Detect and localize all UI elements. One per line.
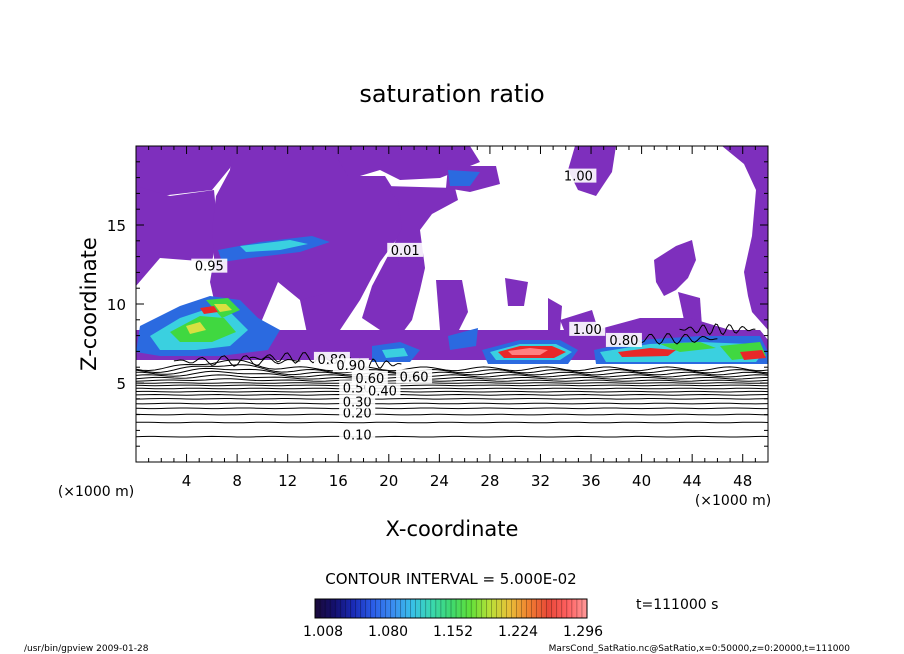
- contour-label: 0.40: [368, 384, 397, 399]
- colorbar-tick-label: 1.296: [563, 624, 603, 640]
- x-tick-label: 32: [531, 472, 550, 490]
- x-axis: 4 8 12 16 20 24 28 32 36 40 44 48: [148, 146, 756, 490]
- contour-line: [136, 393, 768, 396]
- time-label: t=111000 s: [636, 597, 718, 613]
- contour-interval: CONTOUR INTERVAL = 5.000E-02: [325, 570, 576, 588]
- contour-label-bg: [569, 321, 606, 336]
- contour-line: [136, 390, 768, 393]
- x-tick-label: 8: [232, 472, 242, 490]
- y-tick-label: 5: [116, 375, 126, 393]
- x-tick-label: 28: [480, 472, 499, 490]
- contour-label-bg: [339, 427, 376, 442]
- contour-label-bg: [339, 405, 376, 420]
- contour-label-bg: [560, 168, 597, 183]
- contour-label: 0.60: [400, 370, 429, 385]
- x-tick-label: 4: [182, 472, 192, 490]
- x-tick-label: 12: [278, 472, 297, 490]
- contour-line: [136, 364, 768, 374]
- contour-line: [136, 387, 768, 390]
- contour-label: 1.00: [564, 170, 593, 185]
- colorbar-stripes: [319, 599, 583, 618]
- contour-label-bg: [605, 332, 642, 347]
- x-tick-label: 24: [430, 472, 449, 490]
- contour-label: 1.00: [573, 323, 602, 338]
- supersaturation-peak: [200, 306, 766, 360]
- contour-label-bg: [387, 242, 424, 257]
- contour-line: [136, 367, 768, 376]
- contour-label: 0.95: [195, 260, 224, 275]
- contour-label: 0.10: [343, 429, 372, 444]
- contour-line: [136, 407, 768, 410]
- contour-label-bg: [339, 394, 376, 409]
- y-axis-label: Z-coordinate: [77, 237, 101, 371]
- contour-label-bg: [364, 383, 401, 398]
- contour-label-bg: [332, 358, 369, 373]
- contour-line: [136, 359, 768, 372]
- contour-line: [136, 374, 768, 380]
- contour-label: 0.60: [355, 372, 384, 387]
- colorbar: 1.008 1.080 1.152 1.224 1.296: [303, 598, 603, 640]
- y-tick-label: 15: [107, 217, 126, 235]
- x-tick-label: 40: [632, 472, 651, 490]
- supersaturation-strong: [150, 240, 766, 362]
- contour-line: [136, 384, 768, 387]
- contour-line: [136, 421, 768, 424]
- contour-label: 0.90: [336, 359, 365, 374]
- contour-label: 0.01: [391, 244, 420, 259]
- contour-line: [136, 398, 768, 400]
- footer-left: /usr/bin/gpview 2009-01-28: [24, 644, 149, 654]
- contour-lines: [136, 323, 768, 438]
- x-tick-label: 44: [683, 472, 702, 490]
- colorbar-ticks: 1.008 1.080 1.152 1.224 1.296: [303, 624, 603, 640]
- contour-line: [136, 370, 768, 378]
- colorbar-tick-label: 1.152: [433, 624, 473, 640]
- contour-label-bg: [191, 258, 228, 273]
- contour-line: [679, 323, 756, 336]
- x-units-left: (×1000 m): [58, 484, 134, 500]
- colorbar-tick-label: 1.008: [303, 624, 343, 640]
- contour-label: 0.20: [343, 407, 372, 422]
- contour-line: [136, 378, 768, 382]
- x-tick-label: 16: [329, 472, 348, 490]
- contour-line: [136, 413, 768, 416]
- contour-label-bg: [396, 369, 433, 384]
- colorbar-tick-label: 1.080: [368, 624, 408, 640]
- x-axis-label: X-coordinate: [386, 517, 519, 541]
- x-units-right: (×1000 m): [695, 493, 771, 509]
- contour-line: [136, 402, 768, 405]
- plot-field: 0.100.200.300.500.400.600.800.900.600.95…: [136, 146, 768, 444]
- colorbar-tick-label: 1.224: [498, 624, 538, 640]
- contour-line: [136, 382, 768, 384]
- contour-labels: 0.100.200.300.500.400.600.800.900.600.95…: [191, 168, 642, 444]
- chart-title: saturation ratio: [359, 80, 544, 108]
- y-tick-label: 10: [107, 296, 126, 314]
- contour-label: 0.30: [343, 396, 372, 411]
- contour-label: 0.50: [343, 381, 372, 396]
- contour-line: [173, 355, 301, 367]
- x-tick-label: 20: [379, 472, 398, 490]
- contour-label: 0.80: [609, 334, 638, 349]
- contour-line: [136, 435, 768, 438]
- x-tick-label: 48: [733, 472, 752, 490]
- contour-label-bg: [351, 370, 388, 385]
- footer-right: MarsCond_SatRatio.nc@SatRatio,x=0:50000,…: [549, 644, 851, 654]
- x-tick-label: 36: [581, 472, 600, 490]
- y-axis: 5 10 15: [107, 161, 768, 447]
